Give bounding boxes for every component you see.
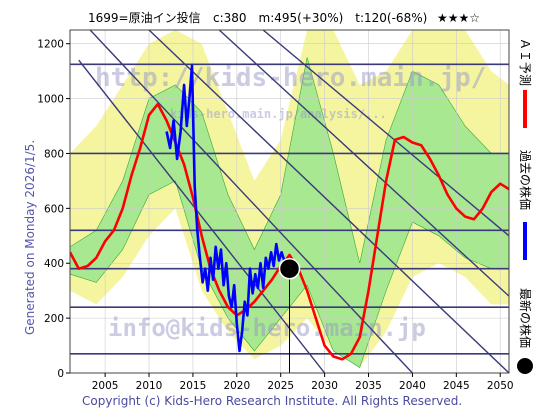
series-layer bbox=[70, 64, 509, 373]
legend-past-label: 過去の株価 bbox=[518, 150, 533, 210]
legend-ai-swatch bbox=[523, 90, 527, 128]
watermark-url-small: kids-hero.main.jp/analysis/... bbox=[170, 107, 387, 121]
x-tick-label-2005: 2005 bbox=[92, 380, 119, 392]
watermark-email: info@kids-hero.main.jp bbox=[108, 314, 426, 342]
chart-stars: ★★★☆ bbox=[437, 11, 480, 25]
past-price-line bbox=[165, 64, 290, 353]
legend: ＡＩ予測 過去の株価 最新の株価 bbox=[517, 38, 533, 374]
watermark-url: http://kids-hero.main.jp/ bbox=[95, 63, 486, 93]
legend-latest-price: 最新の株価 bbox=[517, 288, 533, 374]
legend-latest-swatch bbox=[517, 358, 533, 374]
legend-ai-forecast: ＡＩ予測 bbox=[518, 38, 532, 128]
legend-latest-label: 最新の株価 bbox=[518, 288, 533, 348]
trend-line-1 bbox=[78, 59, 326, 373]
x-tick-label-2010: 2010 bbox=[136, 380, 163, 392]
x-tick-label-2015: 2015 bbox=[180, 380, 207, 392]
trend-line-0 bbox=[89, 30, 413, 373]
legend-ai-label: ＡＩ予測 bbox=[518, 38, 532, 86]
legend-past-price: 過去の株価 bbox=[518, 150, 533, 260]
y-tick-label-1200: 1200 bbox=[37, 39, 64, 51]
chart-stats: c:380 m:495(+30%) t:120(-68%) bbox=[213, 11, 427, 25]
y-tick-label-400: 400 bbox=[44, 258, 64, 270]
trend-line-4 bbox=[262, 30, 509, 237]
y-tick-label-1000: 1000 bbox=[37, 94, 64, 106]
legend-past-swatch bbox=[523, 222, 527, 260]
x-tick-label-2045: 2045 bbox=[443, 380, 470, 392]
generated-label: Generated on Monday 2026/1/5. bbox=[23, 140, 37, 335]
trend-line-2 bbox=[148, 30, 509, 373]
diagonal-lines-layer bbox=[78, 30, 509, 373]
latest-price-marker bbox=[278, 257, 301, 280]
x-tick-label-2050: 2050 bbox=[487, 380, 514, 392]
plot-frame bbox=[69, 29, 510, 374]
trend-line-3 bbox=[218, 30, 509, 297]
y-tick-label-200: 200 bbox=[44, 313, 64, 325]
x-tick-label-2020: 2020 bbox=[223, 380, 250, 392]
copyright: Copyright (c) Kids-Hero Research Institu… bbox=[82, 394, 462, 408]
x-tick-label-2030: 2030 bbox=[311, 380, 338, 392]
y-tick-label-0: 0 bbox=[57, 368, 64, 380]
y-tick-label-600: 600 bbox=[44, 203, 64, 215]
x-tick-label-2040: 2040 bbox=[399, 380, 426, 392]
chart-title: 1699=原油イン投信 bbox=[88, 10, 201, 25]
plot-area: http://kids-hero.main.jp/ kids-hero.main… bbox=[70, 30, 509, 373]
x-tick-label-2025: 2025 bbox=[267, 380, 294, 392]
y-tick-label-800: 800 bbox=[44, 148, 64, 160]
x-tick-label-2035: 2035 bbox=[355, 380, 382, 392]
ai-forecast-line bbox=[70, 102, 509, 361]
x-axis-ticks: 2005 2010 2015 2020 2025 2030 2035 2040 2045 2050 bbox=[92, 373, 514, 392]
y-axis-ticks: 0 200 400 600 800 1000 1200 bbox=[37, 39, 70, 380]
